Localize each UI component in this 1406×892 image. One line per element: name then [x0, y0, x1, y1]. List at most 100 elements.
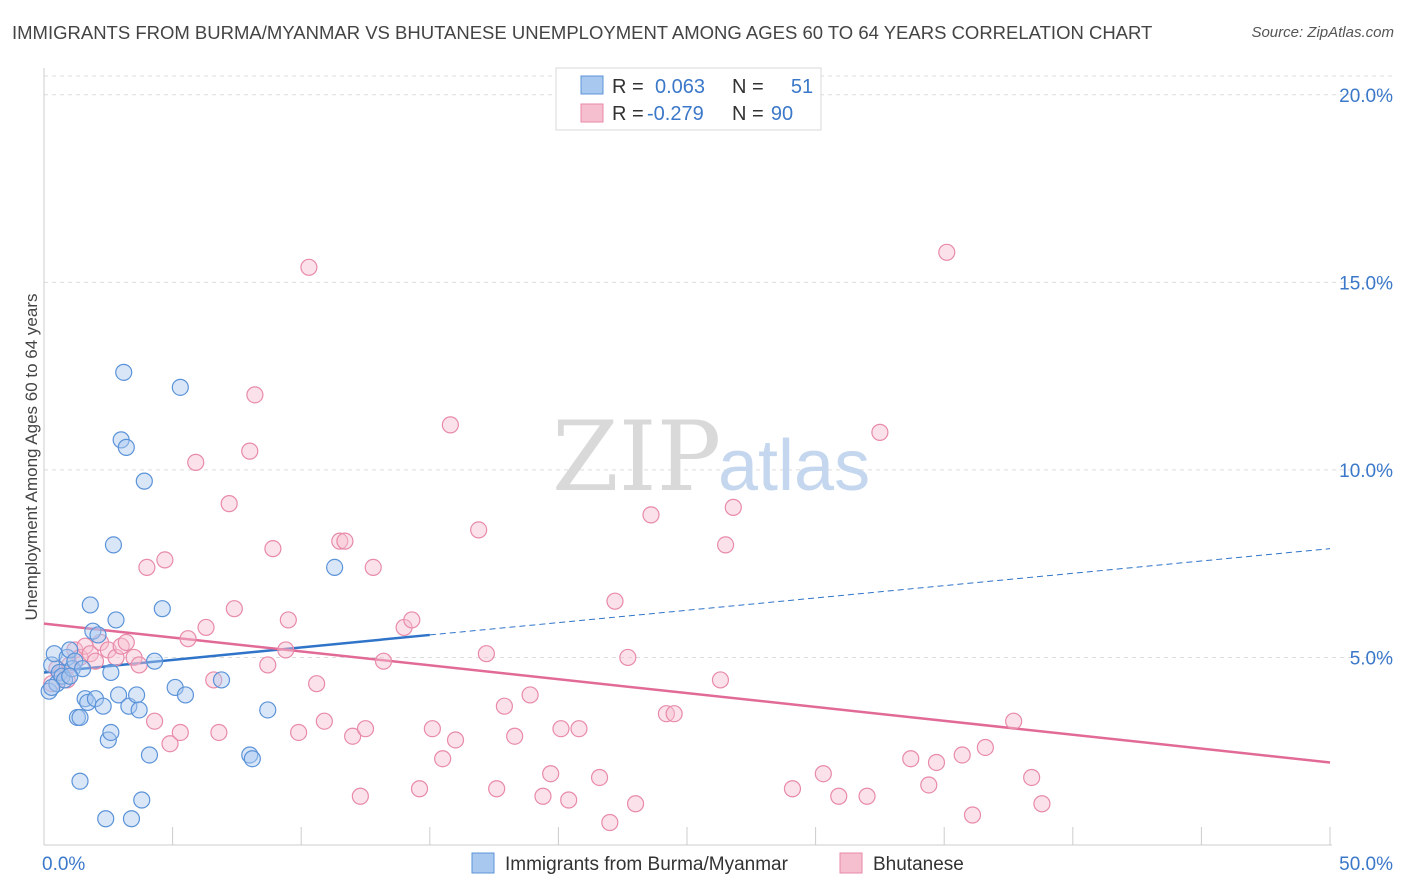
point-bhutanese — [716, 536, 735, 554]
point-burma — [61, 641, 79, 659]
point-burma — [61, 667, 79, 685]
point-bhutanese — [259, 656, 277, 674]
point-bhutanese — [665, 705, 683, 723]
point-burma — [71, 708, 89, 727]
point-bhutanese — [161, 735, 179, 753]
point-bhutanese — [626, 795, 645, 813]
point-bhutanese — [534, 787, 552, 805]
x-tick-label-max: 50.0% — [1339, 854, 1393, 875]
point-bhutanese — [446, 731, 465, 749]
point-bhutanese — [488, 780, 506, 798]
legend-n-value-bhutanese: 90 — [771, 103, 793, 125]
point-burma — [127, 686, 146, 704]
trendline-burma — [43, 633, 430, 674]
point-bhutanese — [107, 648, 125, 667]
point-burma — [130, 701, 148, 719]
source-label: Source: ZipAtlas.com — [1251, 24, 1394, 41]
legend-swatch-burma — [580, 75, 604, 95]
legend-n-label-bhutanese: N = — [732, 103, 764, 125]
point-burma — [140, 746, 159, 764]
point-burma — [71, 772, 89, 790]
point-burma — [243, 750, 261, 768]
bottom-legend-bhutanese: Bhutanese — [873, 854, 964, 875]
point-bhutanese — [814, 765, 832, 783]
x-tick-label-min: 0.0% — [42, 854, 85, 875]
trendlines — [43, 548, 1331, 764]
point-bhutanese — [197, 618, 215, 637]
point-bhutanese — [711, 671, 730, 689]
trendline-bhutanese — [43, 622, 1331, 764]
bottom-legend-swatch-burma — [471, 852, 495, 874]
point-bhutanese — [220, 495, 238, 513]
point-bhutanese — [279, 611, 297, 629]
point-burma — [326, 558, 344, 577]
watermark-atlas: atlas — [718, 426, 870, 506]
point-burma — [171, 378, 189, 396]
y-tick-label: 10.0% — [1339, 461, 1393, 482]
point-burma — [102, 723, 120, 742]
legend-r-label-bhutanese: R = — [612, 103, 644, 125]
point-burma — [259, 701, 277, 719]
legend-r-value-burma: 0.063 — [655, 76, 705, 98]
point-bhutanese — [570, 720, 588, 738]
point-bhutanese — [560, 791, 578, 809]
point-bhutanese — [241, 442, 259, 460]
bottom-legend-swatch-bhutanese — [839, 852, 863, 874]
point-burma — [109, 686, 128, 704]
point-bhutanese — [315, 712, 333, 730]
point-bhutanese — [290, 723, 308, 742]
point-bhutanese — [724, 498, 742, 516]
point-bhutanese — [477, 645, 495, 663]
point-bhutanese — [590, 768, 609, 787]
point-bhutanese — [953, 746, 971, 764]
point-bhutanese — [351, 787, 369, 805]
point-bhutanese — [156, 551, 174, 569]
legend-n-value-burma: 51 — [791, 76, 813, 98]
point-bhutanese — [138, 558, 156, 577]
point-bhutanese — [356, 720, 375, 738]
point-bhutanese — [642, 506, 660, 524]
bottom-legend-burma: Immigrants from Burma/Myanmar — [505, 854, 789, 875]
point-burma — [145, 652, 164, 670]
point-bhutanese — [423, 720, 441, 738]
point-burma — [89, 626, 107, 644]
point-bhutanese — [920, 776, 938, 794]
point-bhutanese — [606, 592, 624, 610]
point-burma — [107, 611, 125, 629]
point-bhutanese — [130, 656, 148, 674]
point-bhutanese — [179, 630, 197, 648]
point-burma — [212, 671, 231, 689]
point-burma — [122, 810, 141, 828]
point-bhutanese — [344, 727, 362, 745]
point-burma — [104, 536, 123, 554]
point-bhutanese — [552, 720, 570, 738]
point-burma — [135, 472, 153, 490]
point-burma — [94, 697, 112, 715]
point-burma — [73, 660, 92, 678]
point-bhutanese — [619, 648, 637, 667]
legend-n-label-burma: N = — [732, 76, 764, 98]
point-bhutanese — [86, 652, 105, 670]
y-tick-label: 20.0% — [1339, 86, 1393, 107]
point-bhutanese — [264, 540, 282, 558]
point-bhutanese — [858, 787, 876, 805]
legend-swatch-bhutanese — [580, 103, 604, 123]
point-bhutanese — [495, 697, 513, 715]
point-burma — [102, 663, 120, 682]
legend: R = 0.063 N = 51 R = -0.279 N = 90 — [555, 67, 822, 131]
point-bhutanese — [336, 532, 354, 550]
point-bhutanese — [506, 727, 524, 745]
chart-title: IMMIGRANTS FROM BURMA/MYANMAR VS BHUTANE… — [12, 22, 1153, 43]
point-bhutanese — [364, 558, 382, 577]
point-bhutanese — [171, 723, 189, 742]
data-points — [40, 243, 1051, 832]
watermark: ZIP atlas — [552, 401, 870, 513]
point-burma — [153, 600, 171, 618]
point-burma — [115, 363, 133, 381]
watermark-zip: ZIP — [552, 401, 721, 513]
point-bhutanese — [1033, 795, 1051, 813]
point-burma — [133, 791, 151, 809]
point-bhutanese — [225, 600, 243, 618]
point-bhutanese — [927, 753, 946, 772]
